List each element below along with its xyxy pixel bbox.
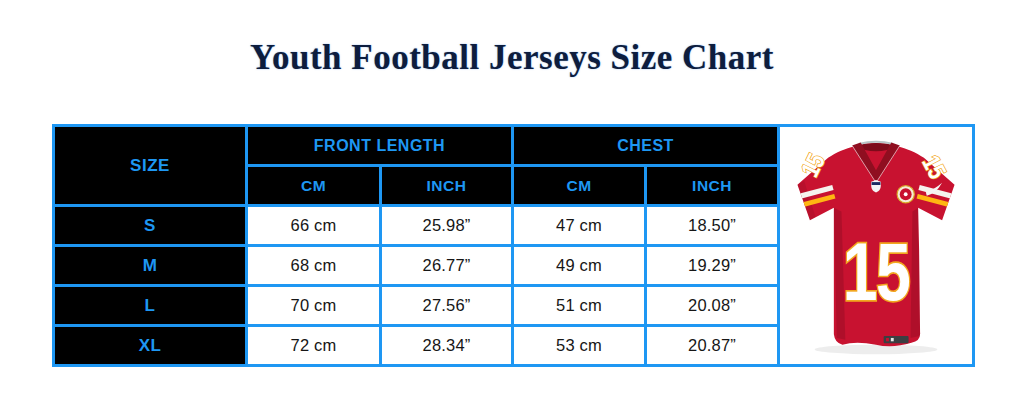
chest-inch: 18.50”	[646, 206, 779, 246]
page-root: { "page": { "title": "Youth Football Jer…	[0, 0, 1024, 418]
subheader-front-cm: CM	[247, 166, 381, 206]
chest-number: 15	[843, 225, 910, 317]
front-length-inch: 26.77”	[381, 246, 513, 286]
front-length-inch: 25.98”	[381, 206, 513, 246]
column-header-front-length: FRONT LENGTH	[247, 126, 513, 166]
jock-tag	[884, 336, 909, 343]
svg-text:15: 15	[843, 225, 910, 317]
chest-cm: 49 cm	[513, 246, 646, 286]
front-length-cm: 72 cm	[247, 326, 381, 366]
front-length-cm: 70 cm	[247, 286, 381, 326]
football-jersey-illustration: 15 15 15	[785, 133, 967, 359]
subheader-front-inch: INCH	[381, 166, 513, 206]
size-chart-table: SIZE FRONT LENGTH CHEST	[52, 124, 975, 367]
header-row-groups: SIZE FRONT LENGTH CHEST	[54, 126, 974, 166]
chest-inch: 19.29”	[646, 246, 779, 286]
jersey-image-cell: 15 15 15	[779, 126, 974, 366]
front-length-inch: 27.56”	[381, 286, 513, 326]
subheader-chest-inch: INCH	[646, 166, 779, 206]
subheader-chest-cm: CM	[513, 166, 646, 206]
jersey-image: 15 15 15	[780, 127, 972, 364]
chest-cm: 51 cm	[513, 286, 646, 326]
column-header-chest: CHEST	[513, 126, 779, 166]
chest-cm: 47 cm	[513, 206, 646, 246]
page-title: Youth Football Jerseys Size Chart	[0, 38, 1024, 78]
front-length-cm: 68 cm	[247, 246, 381, 286]
chest-cm: 53 cm	[513, 326, 646, 366]
size-label: S	[54, 206, 247, 246]
team-patch-icon	[897, 185, 914, 202]
size-label: L	[54, 286, 247, 326]
front-length-cm: 66 cm	[247, 206, 381, 246]
column-header-size: SIZE	[54, 126, 247, 206]
chest-inch: 20.87”	[646, 326, 779, 366]
size-label: M	[54, 246, 247, 286]
jersey-shadow	[815, 344, 938, 354]
size-label: XL	[54, 326, 247, 366]
front-length-inch: 28.34”	[381, 326, 513, 366]
chest-inch: 20.08”	[646, 286, 779, 326]
